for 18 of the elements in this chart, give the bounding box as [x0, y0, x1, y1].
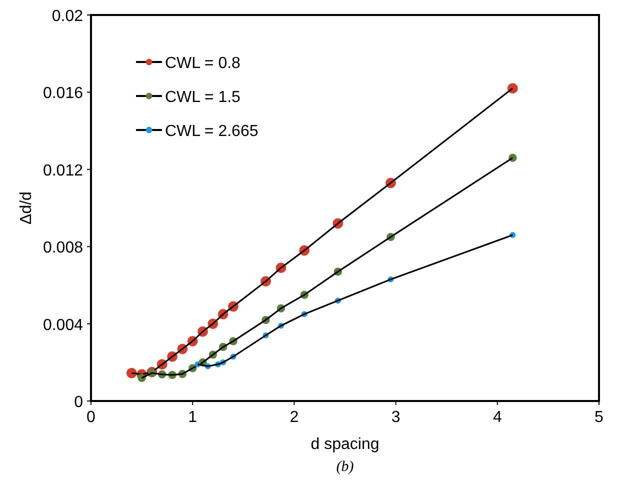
y-tick-label: 0 — [74, 394, 84, 411]
y-axis-title: Δd/d — [18, 192, 35, 224]
y-tick-label: 0.008 — [42, 240, 84, 257]
x-axis-title: d spacing — [310, 436, 380, 453]
x-tick-label: 0 — [86, 409, 96, 426]
x-tick-label: 1 — [188, 409, 198, 426]
x-tick-label: 5 — [594, 409, 604, 426]
legend-label: CWL = 0.8 — [165, 55, 241, 72]
legend-label: CWL = 1.5 — [165, 89, 241, 106]
y-tick-label: 0.02 — [52, 8, 84, 25]
x-tick-label: 4 — [492, 409, 502, 426]
legend-label: CWL = 2.665 — [165, 123, 258, 140]
y-tick-label: 0.016 — [42, 85, 84, 102]
y-tick-label: 0.004 — [42, 316, 84, 334]
x-tick-label: 3 — [391, 409, 400, 426]
x-tick-label: 2 — [290, 409, 299, 426]
text: (b) — [336, 459, 354, 475]
y-tick-label: 0.012 — [42, 162, 84, 180]
